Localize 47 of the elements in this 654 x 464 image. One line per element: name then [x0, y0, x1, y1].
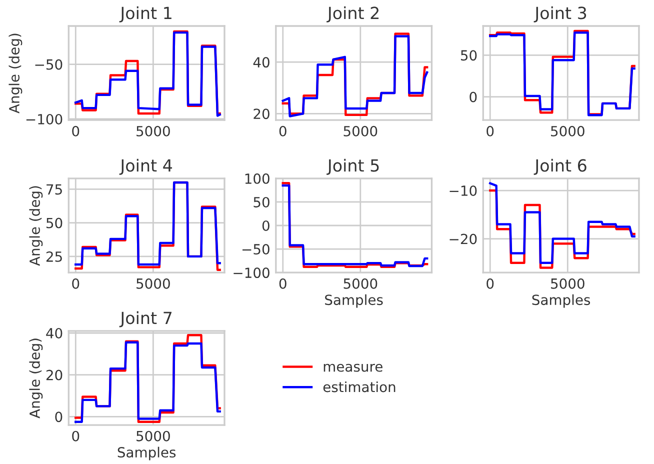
- y-tick-label: −50: [35, 59, 62, 70]
- chart-title: Joint 7: [119, 311, 172, 328]
- x-tick-label: 5000: [344, 126, 378, 136]
- x-tick-label: 5000: [136, 126, 170, 136]
- y-tick-label: 20: [46, 370, 62, 380]
- x-tick-label: 5000: [136, 430, 170, 442]
- legend-label: estimation: [323, 381, 396, 392]
- x-tick-label: 5000: [551, 278, 584, 289]
- x-tick-label: 5000: [344, 278, 378, 289]
- chart-title: Joint 3: [534, 6, 586, 22]
- chart-title: Joint 4: [119, 158, 172, 175]
- x-tick-label: 5000: [136, 278, 170, 289]
- y-tick-label: 100: [245, 173, 270, 184]
- y-tick-label: −20: [450, 234, 477, 244]
- y-axis-title: Angle (deg): [29, 338, 43, 418]
- y-tick-label: −100: [26, 114, 62, 124]
- y-tick-label: 50: [254, 196, 270, 208]
- x-tick-label: 0: [279, 278, 286, 289]
- x-tick-label: 0: [72, 278, 80, 289]
- y-tick-label: 20: [254, 108, 270, 120]
- y-tick-label: 40: [46, 328, 62, 338]
- y-tick-label: 25: [46, 251, 62, 262]
- legend-label: measure: [324, 364, 382, 372]
- y-tick-label: 0: [470, 92, 477, 102]
- y-tick-label: 0: [55, 412, 62, 422]
- chart-title: Joint 6: [534, 158, 586, 175]
- x-tick-label: 0: [486, 126, 494, 136]
- chart-title: Joint 1: [119, 6, 172, 22]
- y-tick-label: −50: [242, 244, 270, 255]
- x-tick-label: 0: [486, 278, 494, 289]
- y-tick-label: −10: [450, 185, 477, 196]
- x-tick-label: 0: [72, 126, 80, 136]
- x-tick-label: 5000: [551, 126, 584, 136]
- x-axis-title: Samples: [325, 294, 383, 308]
- x-axis-title: Samples: [118, 446, 176, 460]
- y-tick-label: 50: [46, 218, 62, 228]
- y-tick-label: −100: [234, 268, 270, 278]
- chart-title: Joint 5: [326, 158, 379, 175]
- y-tick-label: 40: [253, 57, 270, 68]
- chart-title: Joint 2: [326, 6, 379, 22]
- y-tick-label: 75: [46, 184, 62, 195]
- y-axis-title: Angle (deg): [29, 186, 43, 266]
- y-tick-label: 0: [262, 220, 270, 231]
- y-axis-title: Angle (deg): [8, 34, 22, 114]
- y-tick-label: 50: [460, 50, 477, 61]
- x-axis-title: Samples: [532, 294, 590, 308]
- x-tick-label: 0: [279, 126, 286, 136]
